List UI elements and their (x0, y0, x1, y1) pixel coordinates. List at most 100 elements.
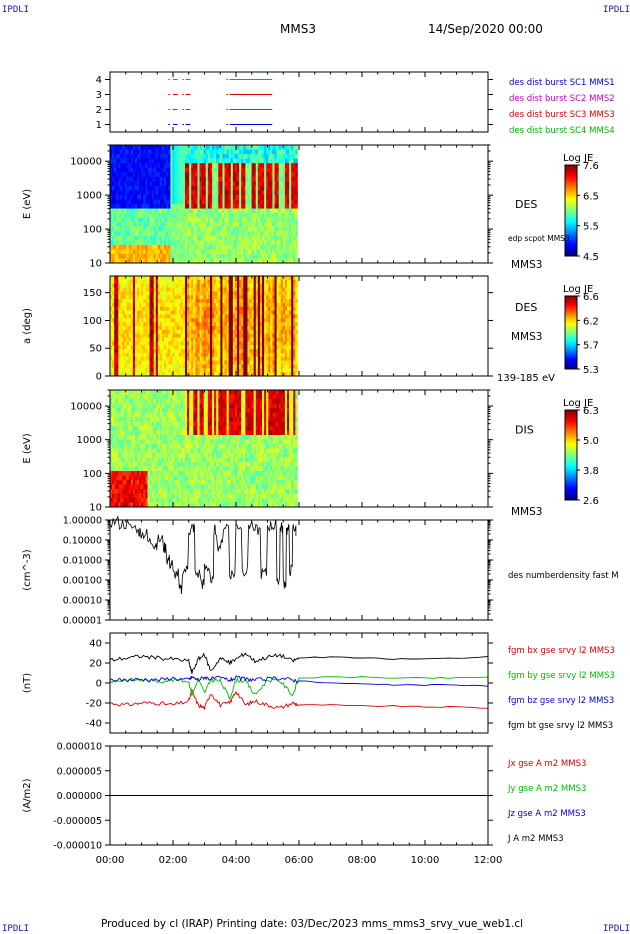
heatmap-cell (122, 249, 125, 255)
heatmap-cell (232, 231, 236, 237)
heatmap-cell (284, 372, 288, 377)
heatmap-cell (253, 291, 257, 296)
heatmap-cell (253, 322, 257, 327)
heatmap-cell (189, 204, 192, 209)
heatmap-cell (293, 213, 296, 219)
heatmap-cell (247, 145, 250, 150)
heatmap-cell (249, 176, 253, 182)
heatmap-cell (170, 253, 173, 259)
heatmap-cell (216, 279, 219, 285)
heatmap-cell (174, 291, 178, 296)
heatmap-cell (130, 345, 134, 350)
heatmap-cell (189, 253, 192, 259)
heatmap-cell (143, 302, 146, 308)
heatmap-cell (187, 149, 190, 155)
heatmap-cell (255, 208, 259, 214)
heatmap-cell (212, 176, 215, 182)
heatmap-cell (270, 302, 273, 308)
heatmap-cell (255, 145, 259, 150)
heatmap-cell (145, 149, 148, 155)
heatmap-cell (278, 231, 282, 237)
heatmap-cell (189, 314, 192, 319)
heatmap-cell (166, 372, 169, 377)
heatmap-cell (276, 185, 280, 191)
heatmap-cell (110, 291, 113, 296)
heatmap-cell (287, 276, 290, 281)
heatmap-cell (176, 279, 180, 285)
heatmap-cell (122, 341, 125, 346)
heatmap-cell (191, 352, 194, 358)
heatmap-cell (124, 222, 128, 228)
heatmap-cell (251, 154, 255, 160)
heatmap-cell (278, 226, 282, 232)
heatmap-cell (226, 318, 230, 323)
heatmap-cell (153, 314, 157, 319)
heatmap-cell (203, 337, 207, 342)
heatmap-cell (118, 244, 121, 250)
heatmap-cell (166, 172, 169, 178)
heatmap-cell (147, 295, 150, 300)
heatmap-cell (116, 258, 119, 264)
side-label-1-0: DES (515, 198, 537, 211)
heatmap-cell (226, 253, 230, 259)
heatmap-cell (164, 240, 167, 246)
heatmap-cell (247, 253, 250, 259)
heatmap-cell (145, 158, 148, 164)
heatmap-cell (295, 333, 298, 338)
heatmap-cell (224, 208, 228, 214)
heatmap-cell (212, 337, 215, 342)
heatmap-cell (116, 226, 119, 232)
heatmap-cell (153, 154, 157, 160)
heatmap-cell (239, 172, 242, 178)
heatmap-cell (220, 226, 223, 232)
heatmap-cell (249, 249, 253, 255)
heatmap-cell (230, 163, 234, 169)
heatmap-cell (193, 314, 196, 319)
heatmap-cell (139, 372, 142, 377)
heatmap-cell (218, 345, 221, 350)
colorbar-band-1 (565, 210, 577, 214)
heatmap-cell (155, 213, 159, 219)
heatmap-cell (155, 302, 159, 308)
heatmap-cell (176, 181, 180, 187)
heatmap-cell (193, 341, 196, 346)
heatmap-cell (293, 306, 296, 312)
heatmap-cell (276, 145, 280, 150)
heatmap-cell (228, 341, 232, 346)
heatmap-cell (230, 240, 234, 246)
heatmap-cell (251, 249, 255, 255)
heatmap-cell (139, 194, 142, 200)
heatmap-cell (218, 258, 221, 264)
heatmap-cell (287, 226, 290, 232)
heatmap-cell (132, 217, 136, 223)
heatmap-cell (295, 235, 298, 241)
heatmap-cell (251, 181, 255, 187)
heatmap-cell (276, 199, 280, 205)
heatmap-cell (245, 341, 248, 346)
heatmap-cell (182, 314, 186, 319)
heatmap-cell (176, 306, 180, 312)
heatmap-cell (164, 276, 167, 281)
heatmap-cell (126, 172, 130, 178)
heatmap-cell (155, 249, 159, 255)
heatmap-cell (209, 158, 213, 164)
heatmap-cell (289, 145, 292, 150)
heatmap-cell (274, 231, 277, 237)
heatmap-cell (287, 364, 290, 369)
heatmap-cell (193, 333, 196, 338)
heatmap-cell (172, 372, 175, 377)
heatmap-cell (193, 154, 196, 160)
heatmap-cell (232, 349, 236, 354)
heatmap-cell (289, 299, 292, 304)
heatmap-cell (137, 329, 140, 335)
heatmap-cell (282, 249, 286, 255)
heatmap-cell (212, 329, 215, 335)
heatmap-cell (262, 279, 265, 285)
heatmap-cell (143, 276, 146, 281)
heatmap-cell (139, 341, 142, 346)
heatmap-cell (139, 240, 142, 246)
heatmap-cell (176, 291, 180, 296)
heatmap-cell (141, 217, 144, 223)
heatmap-cell (112, 352, 115, 358)
heatmap-cell (280, 199, 284, 205)
